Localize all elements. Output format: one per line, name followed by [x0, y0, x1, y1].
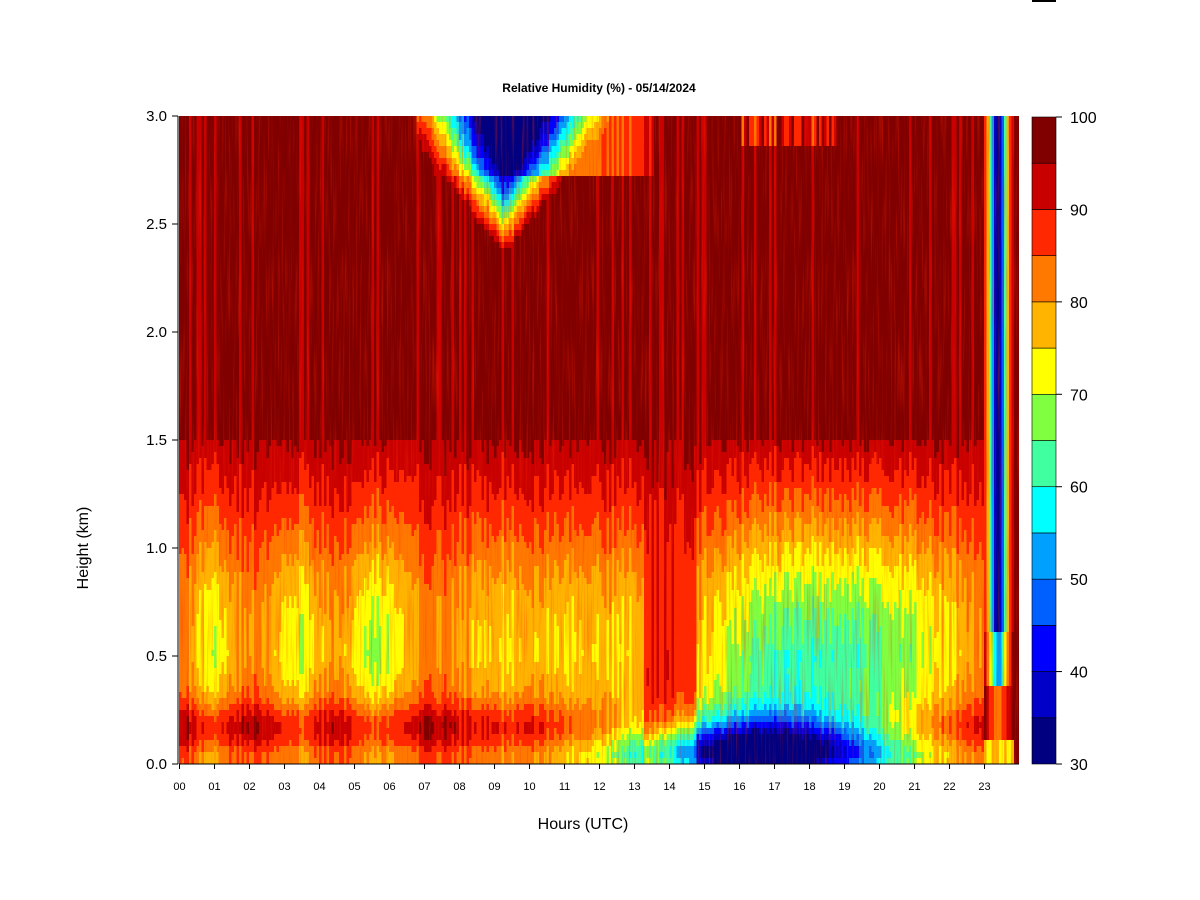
- chart-title: Relative Humidity (%) - 05/14/2024: [502, 81, 696, 95]
